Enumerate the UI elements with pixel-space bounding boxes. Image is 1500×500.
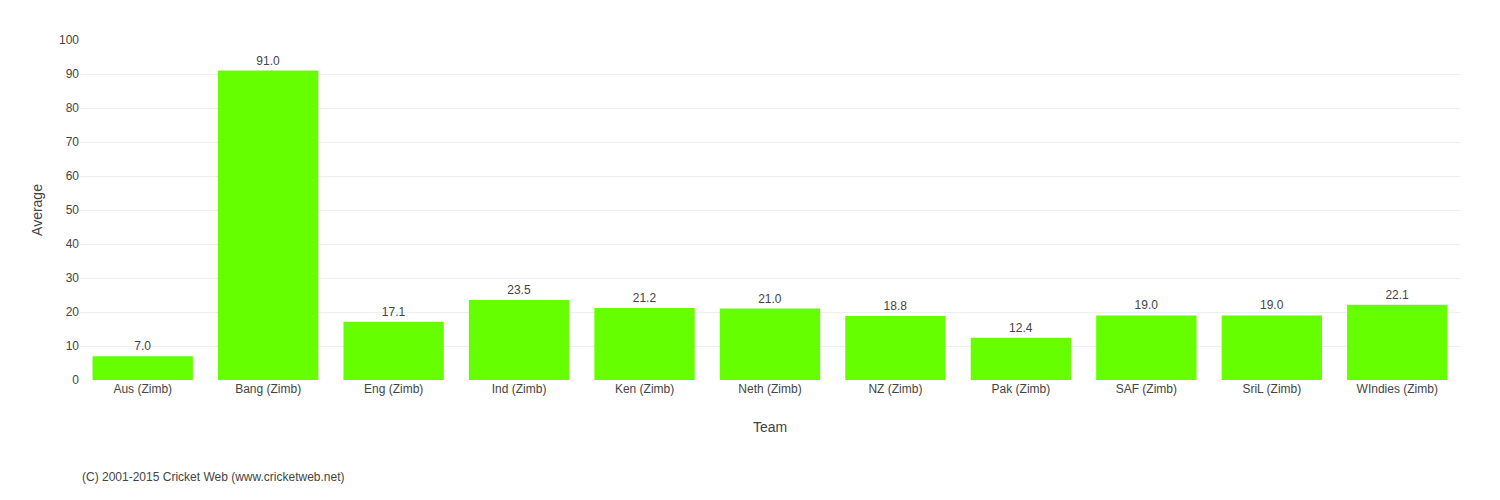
svg-text:19.0: 19.0 bbox=[1260, 298, 1284, 312]
svg-text:91.0: 91.0 bbox=[256, 54, 280, 68]
svg-text:Pak (Zimb): Pak (Zimb) bbox=[992, 382, 1051, 396]
svg-text:SriL (Zimb): SriL (Zimb) bbox=[1242, 382, 1301, 396]
svg-text:50: 50 bbox=[66, 203, 80, 217]
svg-text:Ken (Zimb): Ken (Zimb) bbox=[615, 382, 674, 396]
svg-text:10: 10 bbox=[66, 339, 80, 353]
svg-text:100: 100 bbox=[59, 33, 79, 47]
svg-text:Aus (Zimb): Aus (Zimb) bbox=[113, 382, 172, 396]
svg-text:22.1: 22.1 bbox=[1385, 288, 1409, 302]
svg-text:21.2: 21.2 bbox=[633, 291, 657, 305]
svg-text:90: 90 bbox=[66, 67, 80, 81]
svg-text:NZ (Zimb): NZ (Zimb) bbox=[868, 382, 922, 396]
svg-text:19.0: 19.0 bbox=[1135, 298, 1159, 312]
svg-text:30: 30 bbox=[66, 271, 80, 285]
svg-text:23.5: 23.5 bbox=[507, 283, 531, 297]
svg-text:7.0: 7.0 bbox=[134, 339, 151, 353]
svg-text:SAF (Zimb): SAF (Zimb) bbox=[1116, 382, 1177, 396]
svg-text:Bang (Zimb): Bang (Zimb) bbox=[235, 382, 301, 396]
svg-text:40: 40 bbox=[66, 237, 80, 251]
svg-text:Average: Average bbox=[29, 184, 45, 236]
svg-text:21.0: 21.0 bbox=[758, 292, 782, 306]
svg-text:Team: Team bbox=[753, 419, 787, 435]
svg-text:Eng (Zimb): Eng (Zimb) bbox=[364, 382, 423, 396]
svg-text:WIndies (Zimb): WIndies (Zimb) bbox=[1357, 382, 1438, 396]
svg-text:18.8: 18.8 bbox=[884, 299, 908, 313]
svg-text:12.4: 12.4 bbox=[1009, 321, 1033, 335]
svg-text:60: 60 bbox=[66, 169, 80, 183]
svg-text:70: 70 bbox=[66, 135, 80, 149]
svg-text:17.1: 17.1 bbox=[382, 305, 406, 319]
svg-text:(C) 2001-2015 Cricket Web (www: (C) 2001-2015 Cricket Web (www.cricketwe… bbox=[82, 470, 345, 484]
svg-text:Neth (Zimb): Neth (Zimb) bbox=[738, 382, 801, 396]
svg-text:Ind (Zimb): Ind (Zimb) bbox=[492, 382, 547, 396]
svg-text:80: 80 bbox=[66, 101, 80, 115]
svg-text:0: 0 bbox=[72, 373, 79, 387]
svg-text:20: 20 bbox=[66, 305, 80, 319]
